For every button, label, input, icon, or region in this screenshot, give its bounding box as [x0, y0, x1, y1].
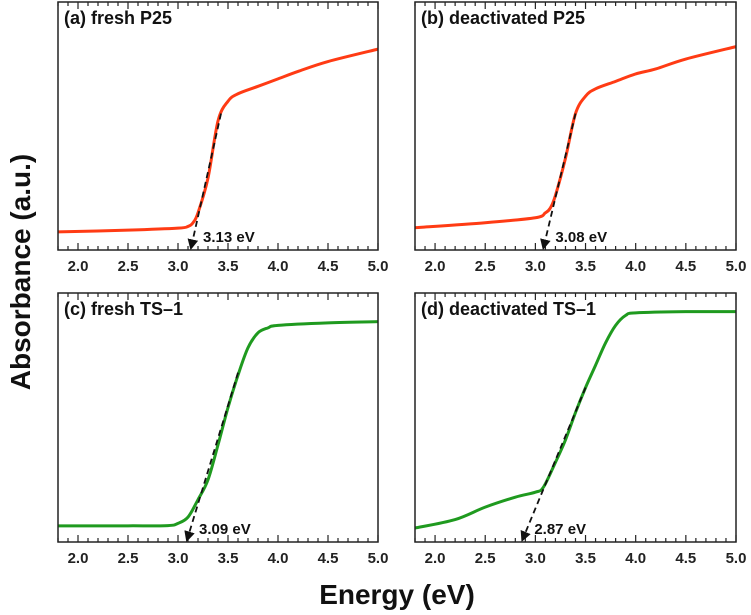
x-tick-label: 2.5 — [118, 550, 139, 567]
panel-title: (d) deactivated TS–1 — [421, 299, 596, 319]
plot-frame — [57, 292, 379, 543]
plot-frame — [57, 1, 379, 251]
x-tick-label: 5.0 — [368, 258, 389, 275]
x-tick-label: 3.5 — [575, 550, 596, 567]
x-tick-label: 3.5 — [218, 550, 239, 567]
band-gap-label: 3.08 eV — [555, 229, 607, 246]
absorbance-curve — [57, 47, 379, 234]
panel-b: 2.0 2.5 3.0 3.5 4.0 4.5 5.0 3.08 eV (b) deactiva… — [414, 1, 747, 275]
x-tick-label: 5.0 — [726, 258, 747, 275]
tangent-arrow — [520, 387, 587, 542]
x-tick-label: 2.5 — [118, 258, 139, 275]
panel-title: (c) fresh TS–1 — [64, 299, 183, 319]
tangent-arrow — [184, 372, 239, 543]
tangent-arrow — [187, 113, 222, 251]
x-tick-label: 4.0 — [625, 258, 646, 275]
x-tick-label: 2.0 — [425, 258, 446, 275]
band-gap-label: 3.13 eV — [203, 229, 255, 246]
x-tick-label: 4.0 — [268, 550, 289, 567]
x-axis-label: Energy (eV) — [319, 579, 475, 610]
absorbance-curve — [57, 320, 379, 528]
x-tick-label: 4.0 — [268, 258, 289, 275]
x-tick-label: 2.5 — [475, 550, 496, 567]
x-tick-label: 3.5 — [575, 258, 596, 275]
x-tick-label: 4.5 — [675, 550, 696, 567]
panel-title: (a) fresh P25 — [64, 8, 172, 28]
x-tick-label: 5.0 — [726, 550, 747, 567]
plot-frame — [414, 292, 737, 543]
x-tick-label: 2.0 — [68, 258, 89, 275]
x-tick-label: 3.5 — [218, 258, 239, 275]
band-gap-label: 2.87 eV — [534, 521, 586, 538]
plot-frame — [414, 1, 737, 251]
x-tick-label: 2.0 — [425, 550, 446, 567]
absorbance-curve — [414, 45, 737, 230]
x-tick-label: 3.0 — [525, 550, 546, 567]
x-tick-label: 5.0 — [368, 550, 389, 567]
panel-d: 2.0 2.5 3.0 3.5 4.0 4.5 5.0 2.87 eV (d) deactiva… — [414, 292, 747, 567]
x-tick-label: 4.5 — [318, 550, 339, 567]
x-tick-label: 4.0 — [625, 550, 646, 567]
band-gap-label: 3.09 eV — [199, 521, 251, 538]
x-tick-label: 2.5 — [475, 258, 496, 275]
x-tick-label: 3.0 — [168, 258, 189, 275]
x-tick-label: 3.0 — [525, 258, 546, 275]
absorbance-curve — [414, 310, 737, 530]
y-axis-label: Absorbance (a.u.) — [5, 154, 36, 390]
x-tick-label: 4.5 — [675, 258, 696, 275]
x-tick-label: 3.0 — [168, 550, 189, 567]
panel-a: 2.0 2.5 3.0 3.5 4.0 4.5 5.0 3.13 eV (a) fresh P2… — [57, 1, 389, 275]
x-tick-label: 4.5 — [318, 258, 339, 275]
x-tick-label: 2.0 — [68, 550, 89, 567]
tangent-arrow — [540, 113, 577, 251]
panel-c: 2.0 2.5 3.0 3.5 4.0 4.5 5.0 3.09 eV (c) fresh TS… — [57, 292, 389, 567]
panel-title: (b) deactivated P25 — [421, 8, 585, 28]
